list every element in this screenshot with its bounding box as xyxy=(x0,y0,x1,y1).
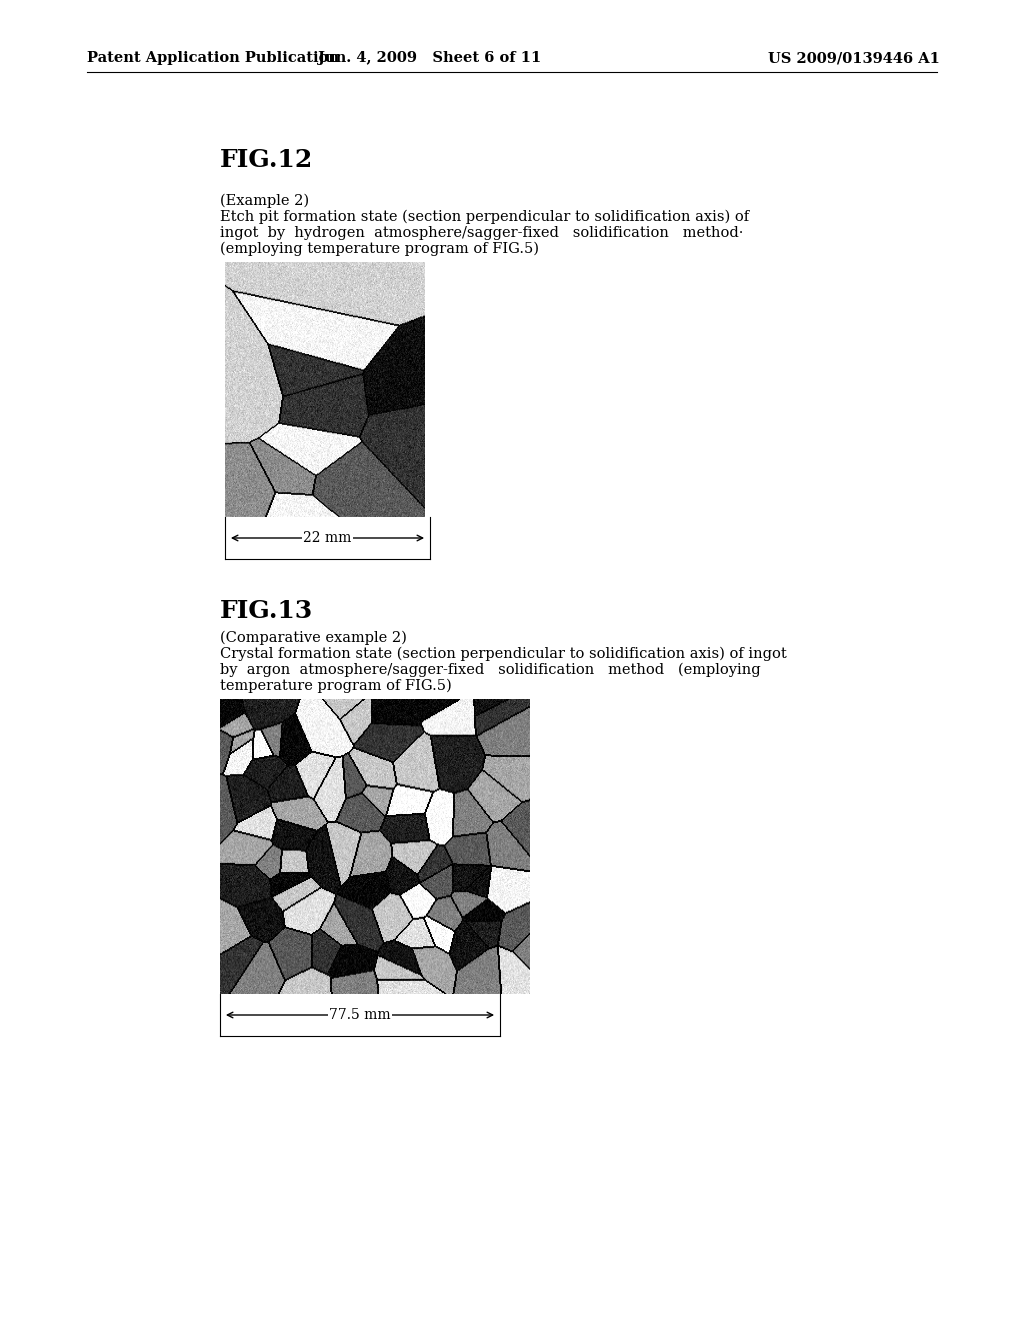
Text: 22 mm: 22 mm xyxy=(303,531,351,545)
Text: (Example 2): (Example 2) xyxy=(220,194,309,209)
Text: US 2009/0139446 A1: US 2009/0139446 A1 xyxy=(768,51,940,65)
Text: Etch pit formation state (section perpendicular to solidification axis) of: Etch pit formation state (section perpen… xyxy=(220,210,750,224)
Text: Patent Application Publication: Patent Application Publication xyxy=(87,51,339,65)
Text: ingot  by  hydrogen  atmosphere/sagger-fixed   solidification   method·: ingot by hydrogen atmosphere/sagger-fixe… xyxy=(220,226,743,240)
Text: Crystal formation state (section perpendicular to solidification axis) of ingot: Crystal formation state (section perpend… xyxy=(220,647,786,661)
Text: temperature program of FIG.5): temperature program of FIG.5) xyxy=(220,678,452,693)
Text: by  argon  atmosphere/sagger-fixed   solidification   method   (employing: by argon atmosphere/sagger-fixed solidif… xyxy=(220,663,761,677)
Text: Jun. 4, 2009   Sheet 6 of 11: Jun. 4, 2009 Sheet 6 of 11 xyxy=(318,51,542,65)
Text: (employing temperature program of FIG.5): (employing temperature program of FIG.5) xyxy=(220,242,539,256)
Text: (Comparative example 2): (Comparative example 2) xyxy=(220,631,407,645)
Text: FIG.13: FIG.13 xyxy=(220,599,313,623)
Text: FIG.12: FIG.12 xyxy=(220,148,313,172)
Text: 77.5 mm: 77.5 mm xyxy=(329,1008,391,1022)
